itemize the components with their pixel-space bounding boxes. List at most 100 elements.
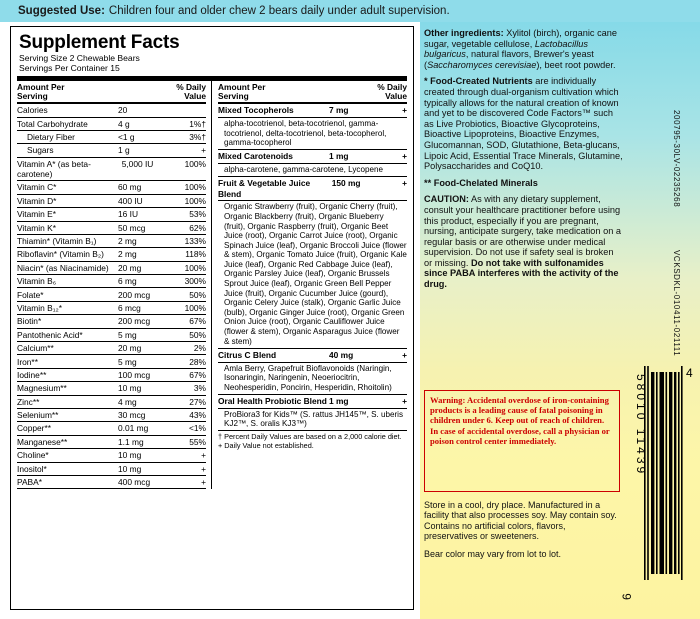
facts-columns: Amount Per Serving % Daily Value Calorie… bbox=[17, 81, 407, 490]
nutrient-name: Sugars bbox=[27, 145, 54, 156]
storage-info: Store in a cool, dry place. Manufactured… bbox=[424, 500, 620, 566]
nutrient-row: Magnesium** 10 mg 3% bbox=[17, 382, 206, 396]
nutrient-name: Vitamin B₆ bbox=[17, 276, 57, 287]
nutrient-daily-value: 100% bbox=[184, 302, 206, 313]
blend-daily-value: + bbox=[402, 105, 407, 116]
blend-ingredients: Amla Berry, Grapefruit Bioflavonoids (Na… bbox=[218, 363, 407, 395]
nutrient-daily-value: 62% bbox=[189, 222, 206, 233]
blend-header: Citrus C Blend 40 mg + bbox=[218, 349, 407, 363]
barcode-bars bbox=[644, 366, 683, 580]
suggested-use-banner: Suggested Use: Children four and older c… bbox=[0, 0, 700, 22]
nutrient-daily-value: + bbox=[201, 450, 206, 461]
food-chelated-minerals: ** Food-Chelated Minerals bbox=[424, 177, 538, 188]
blend-daily-value: + bbox=[402, 395, 407, 406]
nutrient-daily-value: 300% bbox=[184, 276, 206, 287]
servings-per-container: Servings Per Container 15 bbox=[19, 62, 120, 73]
barcode-digits: 6 58010 11439 4 bbox=[620, 366, 694, 602]
supplement-facts-title: Supplement Facts bbox=[19, 32, 180, 53]
nutrient-name: Inositol* bbox=[17, 463, 47, 474]
blend-name: Oral Health Probiotic Blend bbox=[218, 395, 327, 406]
barcode: 6 58010 11439 4 bbox=[620, 366, 694, 602]
nutrient-daily-value: + bbox=[201, 477, 206, 488]
nutrient-name: Riboflavin* (Vitamin B₂) bbox=[17, 249, 104, 260]
nutrient-name: Folate* bbox=[17, 289, 44, 300]
nutrient-name: Vitamin K* bbox=[17, 222, 56, 233]
nutrient-row: Riboflavin* (Vitamin B₂) 2 mg 118% bbox=[17, 248, 206, 262]
nutrient-amount: 10 mg bbox=[118, 383, 142, 394]
food-created-text: are individually created through dual-or… bbox=[424, 76, 623, 172]
nutrient-amount: 100 mcg bbox=[118, 369, 151, 380]
facts-right-column: Amount Per Serving % Daily Value Mixed T… bbox=[212, 81, 407, 489]
caution-warning-bold: Do not take with sulfonamides since PABA… bbox=[424, 257, 619, 290]
blend-ingredients: alpha-tocotrienol, beta-tocotrienol, gam… bbox=[218, 118, 407, 151]
lot-code-top: 200795-30LV-02235268 bbox=[672, 110, 681, 208]
daily-value-header-2: % Daily Value bbox=[377, 82, 407, 102]
nutrient-daily-value: + bbox=[201, 145, 206, 156]
storage-line-2: Bear color may vary from lot to lot. bbox=[424, 548, 562, 559]
nutrient-daily-value: 67% bbox=[189, 316, 206, 327]
nutrient-row: Inositol* 10 mg + bbox=[17, 463, 206, 476]
other-ingredients-italic-2: Saccharomyces cerevisiae bbox=[427, 59, 537, 70]
nutrient-name: Manganese** bbox=[17, 436, 68, 447]
other-ingredients-text: Xylitol (birch), organic cane sugar, veg… bbox=[424, 28, 617, 49]
nutrient-amount: 200 mcg bbox=[118, 316, 151, 327]
nutrient-row: Vitamin B₆ 6 mg 300% bbox=[17, 275, 206, 289]
left-column-header: Amount Per Serving % Daily Value bbox=[17, 81, 206, 102]
nutrient-daily-value: 28% bbox=[189, 356, 206, 367]
other-ingredients-text-3: ), beet root powder. bbox=[536, 59, 616, 70]
blend-daily-value: + bbox=[402, 349, 407, 360]
nutrient-daily-value: 50% bbox=[189, 329, 206, 340]
nutrient-row: Thiamin* (Vitamin B₁) 2 mg 133% bbox=[17, 235, 206, 249]
nutrient-name: Thiamin* (Vitamin B₁) bbox=[17, 236, 97, 246]
nutrient-amount: 10 mg bbox=[118, 463, 142, 474]
nutrient-row: Calories 20 bbox=[17, 104, 206, 118]
other-ingredients-italic-1: Lactobacillus bulgaricus bbox=[424, 38, 588, 60]
nutrient-row: Iodine** 100 mcg 67% bbox=[17, 369, 206, 383]
nutrient-row: Vitamin B₁₂* 6 mcg 100% bbox=[17, 302, 206, 316]
blend-ingredients: Organic Strawberry (fruit), Organic Cher… bbox=[218, 201, 407, 349]
barcode-main-digits: 58010 11439 bbox=[634, 374, 648, 477]
nutrient-name: Magnesium** bbox=[17, 383, 67, 394]
facts-left-column: Amount Per Serving % Daily Value Calorie… bbox=[17, 81, 212, 490]
nutrient-amount: 400 mcg bbox=[118, 477, 151, 488]
blend-amount: 1 mg bbox=[329, 395, 349, 406]
nutrient-amount: 5 mg bbox=[118, 356, 137, 367]
blend-name: Mixed Carotenoids bbox=[218, 151, 293, 162]
nutrient-amount: 200 mcg bbox=[118, 289, 151, 300]
nutrient-row: Vitamin D* 400 IU 100% bbox=[17, 195, 206, 209]
iron-warning-box: Warning: Accidental overdose of iron-con… bbox=[424, 390, 620, 492]
nutrient-daily-value: + bbox=[201, 463, 206, 474]
right-info-column: Other ingredients: Xylitol (birch), orga… bbox=[424, 28, 624, 296]
nutrient-name: PABA* bbox=[17, 477, 42, 488]
nutrient-amount: 5,000 IU bbox=[121, 158, 154, 169]
nutrient-row: Dietary Fiber <1 g 3%† bbox=[17, 131, 206, 145]
footnote: † Percent Daily Values are based on a 2,… bbox=[218, 432, 402, 442]
nutrient-amount: 0.01 mg bbox=[118, 423, 149, 434]
nutrient-amount: 5 mg bbox=[118, 329, 137, 340]
nutrient-amount: 1.1 mg bbox=[118, 436, 144, 447]
nutrient-daily-value: 133% bbox=[184, 236, 206, 246]
iron-warning-text: Warning: Accidental overdose of iron-con… bbox=[430, 395, 610, 446]
nutrient-daily-value: 3% bbox=[193, 383, 206, 394]
blend-daily-value: + bbox=[402, 151, 407, 162]
right-header-rule bbox=[218, 102, 407, 105]
nutrient-name: Vitamin A* (as beta-carotene) bbox=[17, 158, 91, 180]
nutrient-daily-value: 100% bbox=[184, 195, 206, 206]
nutrient-amount: 20 bbox=[118, 105, 128, 116]
blend-amount: 150 mg bbox=[331, 178, 361, 189]
nutrient-amount: 6 mcg bbox=[118, 302, 141, 313]
other-ingredients-text-2: , natural flavors, Brewer's yeast ( bbox=[424, 49, 594, 70]
nutrient-amount: 2 mg bbox=[118, 249, 137, 260]
nutrient-name: Calories bbox=[17, 105, 48, 116]
thick-rule-top bbox=[17, 76, 407, 82]
nutrient-name: Pantothenic Acid* bbox=[17, 329, 83, 340]
right-column-header: Amount Per Serving % Daily Value bbox=[218, 81, 407, 102]
nutrient-name: Dietary Fiber bbox=[27, 132, 75, 143]
nutrient-row: Pantothenic Acid* 5 mg 50% bbox=[17, 329, 206, 343]
nutrient-name: Niacin* (as Niacinamide) bbox=[17, 262, 109, 273]
blend-name: Fruit & Vegetable Juice Blend bbox=[218, 178, 311, 199]
blend-header: Mixed Carotenoids 1 mg + bbox=[218, 150, 407, 165]
nutrient-name: Calcium** bbox=[17, 343, 54, 354]
nutrient-row: Vitamin E* 16 IU 53% bbox=[17, 208, 206, 222]
